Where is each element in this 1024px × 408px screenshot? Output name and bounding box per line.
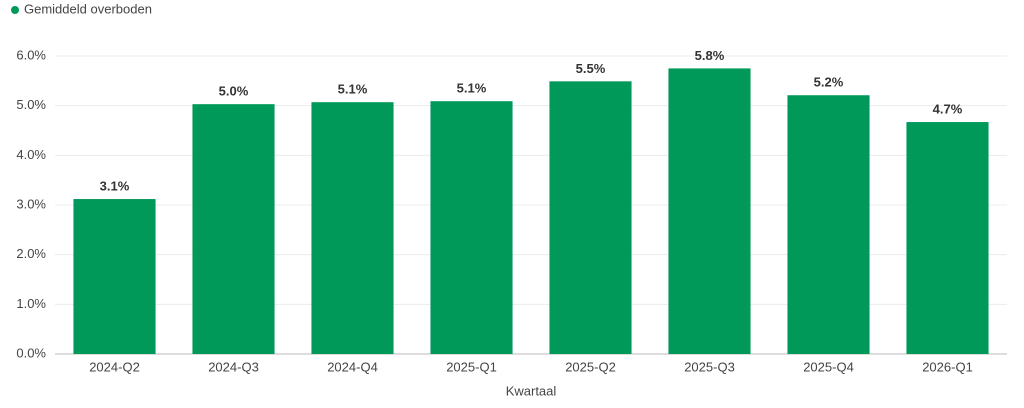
bar (311, 102, 394, 354)
value-label: 5.1% (457, 81, 487, 96)
x-axis-title: Kwartaal (506, 383, 557, 398)
value-label: 5.0% (219, 84, 249, 99)
legend-label: Gemiddeld overboden (24, 1, 152, 16)
y-tick-label: 5.0% (16, 97, 46, 112)
y-tick-label: 0.0% (16, 345, 46, 360)
x-tick-label: 2025-Q3 (684, 359, 735, 374)
legend-marker (11, 6, 19, 14)
value-label: 5.2% (814, 75, 844, 90)
x-tick-label: 2024-Q4 (327, 359, 378, 374)
x-tick-label: 2024-Q3 (208, 359, 259, 374)
x-tick-label: 2025-Q2 (565, 359, 616, 374)
y-tick-label: 1.0% (16, 296, 46, 311)
bar (668, 68, 751, 355)
y-tick-label: 4.0% (16, 147, 46, 162)
bar (73, 199, 156, 354)
value-label: 4.7% (933, 101, 963, 116)
y-tick-label: 3.0% (16, 196, 46, 211)
value-label: 5.1% (338, 82, 368, 97)
value-label: 3.1% (100, 178, 130, 193)
bar (549, 81, 632, 354)
value-label: 5.8% (695, 48, 725, 63)
y-tick-label: 6.0% (16, 47, 46, 62)
x-tick-label: 2024-Q2 (89, 359, 140, 374)
x-tick-label: 2026-Q1 (922, 359, 973, 374)
x-tick-label: 2025-Q4 (803, 359, 854, 374)
x-tick-label: 2025-Q1 (446, 359, 497, 374)
bar (192, 104, 275, 354)
y-tick-label: 2.0% (16, 246, 46, 261)
bar (430, 101, 513, 355)
bar (787, 95, 870, 354)
bar (906, 122, 989, 354)
value-label: 5.5% (576, 61, 606, 76)
